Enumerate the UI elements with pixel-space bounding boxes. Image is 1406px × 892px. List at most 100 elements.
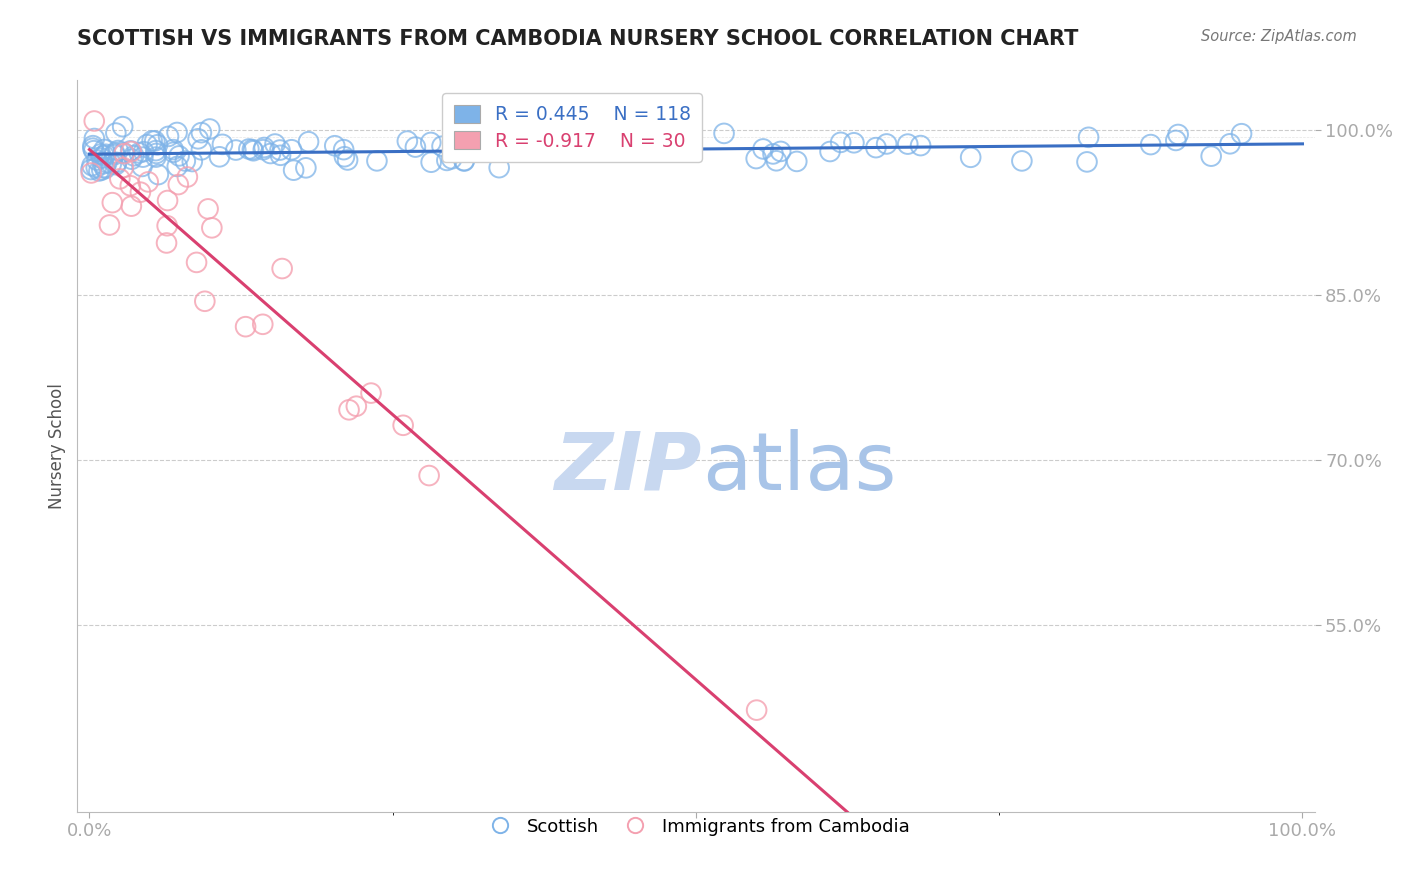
Point — [225, 143, 247, 157]
Point — [90, 163, 112, 178]
Y-axis label: Nursery School: Nursery School — [48, 383, 66, 509]
Point — [1077, 130, 1099, 145]
Point — [132, 145, 155, 159]
Point — [111, 120, 134, 134]
Point — [360, 386, 382, 401]
Point — [155, 235, 177, 250]
Point — [197, 202, 219, 216]
Point — [876, 136, 898, 151]
Text: SCOTTISH VS IMMIGRANTS FROM CAMBODIA NURSERY SCHOOL CORRELATION CHART: SCOTTISH VS IMMIGRANTS FROM CAMBODIA NUR… — [77, 29, 1078, 48]
Point — [143, 134, 166, 148]
Point — [80, 166, 103, 180]
Point — [120, 145, 142, 159]
Point — [344, 399, 367, 413]
Point — [498, 136, 520, 151]
Point — [89, 147, 111, 161]
Point — [453, 153, 475, 168]
Point — [337, 402, 360, 417]
Point — [201, 220, 224, 235]
Point — [271, 261, 294, 276]
Point — [419, 136, 441, 150]
Point — [83, 144, 105, 158]
Point — [762, 147, 785, 161]
Point — [420, 155, 443, 169]
Point — [91, 157, 114, 171]
Point — [297, 135, 319, 149]
Point — [93, 148, 115, 162]
Point — [104, 146, 127, 161]
Point — [336, 153, 359, 167]
Point — [94, 161, 117, 176]
Point — [112, 161, 135, 175]
Point — [910, 138, 932, 153]
Point — [745, 703, 768, 717]
Point — [264, 136, 287, 151]
Point — [198, 122, 221, 136]
Point — [103, 147, 125, 161]
Point — [436, 153, 458, 168]
Point — [259, 146, 281, 161]
Point — [136, 175, 159, 189]
Point — [96, 155, 118, 169]
Point — [959, 150, 981, 164]
Point — [830, 136, 852, 150]
Point — [652, 135, 675, 149]
Point — [94, 147, 117, 161]
Point — [121, 152, 143, 166]
Point — [1011, 153, 1033, 168]
Point — [141, 134, 163, 148]
Point — [93, 143, 115, 157]
Point — [132, 150, 155, 164]
Point — [148, 168, 170, 182]
Point — [105, 155, 128, 169]
Point — [332, 143, 354, 157]
Point — [104, 126, 127, 140]
Point — [624, 144, 647, 158]
Point — [176, 169, 198, 184]
Point — [101, 195, 124, 210]
Point — [83, 131, 105, 145]
Point — [107, 144, 129, 158]
Point — [238, 142, 260, 156]
Point — [897, 137, 920, 152]
Point — [488, 161, 510, 175]
Point — [82, 138, 104, 153]
Point — [1167, 128, 1189, 142]
Point — [713, 127, 735, 141]
Point — [1139, 137, 1161, 152]
Point — [120, 144, 142, 158]
Point — [166, 126, 188, 140]
Point — [211, 137, 233, 152]
Point — [146, 137, 169, 152]
Point — [120, 199, 142, 213]
Point — [122, 149, 145, 163]
Point — [745, 152, 768, 166]
Point — [404, 140, 426, 154]
Point — [157, 129, 180, 144]
Point — [108, 172, 131, 186]
Point — [87, 164, 110, 178]
Point — [90, 151, 112, 165]
Point — [681, 137, 703, 152]
Point — [453, 154, 475, 169]
Text: atlas: atlas — [702, 429, 897, 507]
Point — [129, 185, 152, 199]
Point — [80, 162, 103, 177]
Point — [270, 148, 292, 162]
Point — [128, 145, 150, 160]
Point — [1199, 149, 1222, 163]
Point — [156, 219, 179, 233]
Text: Source: ZipAtlas.com: Source: ZipAtlas.com — [1201, 29, 1357, 44]
Point — [280, 143, 302, 157]
Text: ZIP: ZIP — [554, 429, 702, 507]
Point — [166, 160, 188, 174]
Point — [84, 161, 107, 175]
Point — [765, 153, 787, 168]
Point — [162, 145, 184, 160]
Legend: Scottish, Immigrants from Cambodia: Scottish, Immigrants from Cambodia — [475, 811, 917, 843]
Point — [120, 178, 142, 193]
Point — [418, 468, 440, 483]
Point — [1076, 154, 1098, 169]
Point — [181, 154, 204, 169]
Point — [98, 218, 121, 232]
